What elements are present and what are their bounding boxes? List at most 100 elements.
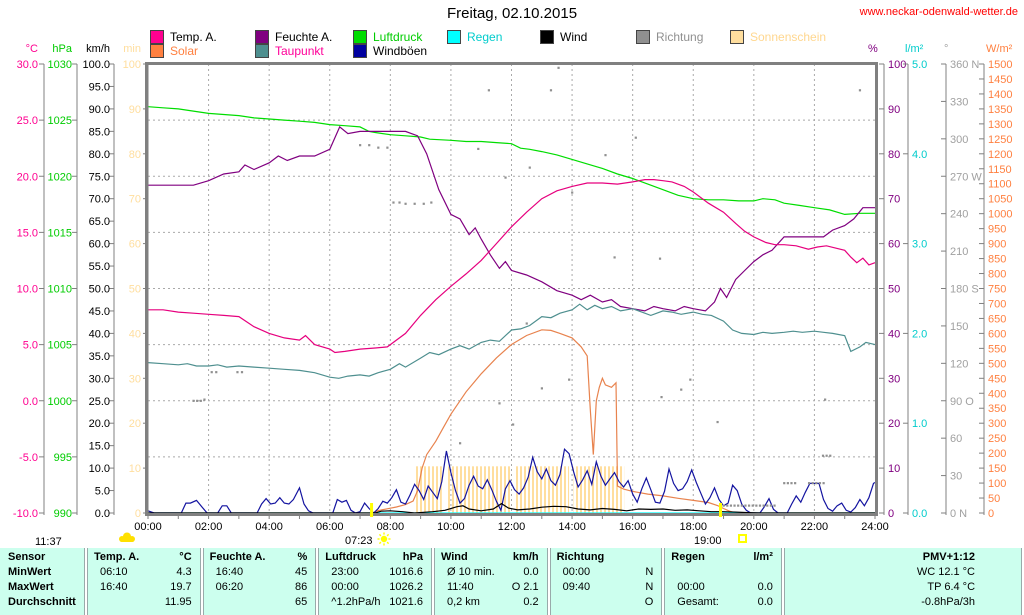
y-axis-label-°C: 25.0 [17,115,38,127]
legend-item-temp-a-: Temp. A. [150,29,217,44]
y-axis-label-W/m²: 1150 [988,164,1012,176]
y-axis-unit-km/h: km/h [86,43,110,55]
x-axis-label: 00:00 [134,521,162,533]
table-cell-value: 0.2 [523,596,539,608]
series-richtung-dot [368,144,371,147]
series-richtung-dot [512,423,515,426]
website-link[interactable]: www.neckar-odenwald-wetter.de [859,6,1018,18]
series-richtung-dot [192,399,195,402]
current-time-cloud-icon [119,532,135,542]
series-luftdruck-line [147,106,875,216]
y-axis-label-km/h: 10.0 [89,463,110,475]
table-header-row: Temp. A. °C [88,550,200,565]
y-axis-label-km/h: 60.0 [89,239,110,251]
y-axis-label-W/m²: 1400 [988,89,1012,101]
x-axis-label: 24:00 [861,521,889,533]
y-axis-label-°: 120 [950,358,968,370]
series-richtung-dot [658,257,662,260]
table-cell-value: 1021.6 [389,596,423,608]
series-richtung-dot [733,504,736,507]
legend-label: Wind [560,29,588,44]
legend-swatch-icon [255,43,269,58]
y-axis-label-%: 100 [888,59,906,71]
series-richtung-dot [680,388,683,391]
table-cell-label: MaxWert [8,581,54,593]
x-axis-label: 14:00 [558,521,586,533]
series-richtung-dot [815,482,818,485]
x-axis-label: 18:00 [679,521,707,533]
y-axis-label-km/h: 30.0 [89,373,110,385]
series-temp-a--line [148,179,876,354]
series-richtung-dot [740,504,743,507]
y-axis-unit-°: ° [944,43,948,55]
series-richtung-dot [825,454,828,457]
y-axis-label-km/h: 95.0 [89,81,110,93]
y-axis-unit-l/m²: l/m² [905,43,924,55]
plot-border-bottom [145,513,878,516]
x-axis-label: 22:00 [801,521,829,533]
series-richtung-dot [549,89,553,92]
series-richtung-dot [210,371,213,374]
table-cell-label: PMV+1:12 [922,551,976,563]
table-cell-label: Richtung [556,551,605,563]
series-richtung-dot [786,482,789,485]
table-cell-value: 86 [295,581,308,593]
x-axis-label: 20:00 [740,521,768,533]
y-axis-label-W/m²: 1050 [988,194,1012,206]
plot-border-right [875,62,878,516]
y-axis-label-W/m²: 1450 [988,74,1012,86]
y-axis-label-km/h: 65.0 [89,216,110,228]
table-cell-label: ^1.2hPa/h [331,596,381,608]
y-axis-label-°: 300 [950,134,968,146]
table-row: Ø 10 min. 0.0 [435,565,547,580]
y-axis-label-°: 150 [950,321,968,333]
series-feuchte-a--line [148,125,875,312]
table-cell-value: 45 [295,566,308,578]
table-cell-label: 16:40 [99,581,128,593]
table-header-row: Feuchte A.% [204,550,316,565]
sun-ray [378,541,382,545]
series-richtung-dot [818,482,822,485]
series-richtung-dot [722,504,725,507]
y-axis-label-l/m²: 3.0 [912,239,927,251]
series-richtung-dot [790,482,793,485]
series-richtung-dot [525,322,528,325]
table-column-pmv-1-12: PMV+1:12 WC 12.1 °C TP 6.4 °C -0.8hPa/3h [783,548,1023,615]
table-row: 16:40 19.7 [88,580,200,595]
stats-table: Sensor MinWert MaxWert Durchschnitt Temp. A.… [0,548,1024,615]
y-axis-label-min: 80 [129,149,141,161]
table-cell-label: Regen [671,551,705,563]
table-cell-label: Durchschnitt [8,596,76,608]
table-cell-label: 23:00 [331,566,359,578]
series-richtung-dot [744,504,747,507]
legend-swatch-icon [540,29,554,44]
series-richtung-dot [359,144,362,147]
series-richtung-dot [386,146,389,149]
y-axis-label-W/m²: 700 [988,298,1006,310]
y-axis-label-W/m²: 950 [988,224,1006,236]
y-axis-label-hPa: 1030 [48,59,72,71]
legend-label: Regen [467,29,503,44]
table-cell-value: O [644,596,654,608]
table-cell-label: 00:00 [677,581,705,593]
y-axis-label-W/m²: 0 [988,508,994,520]
series-richtung-dot [634,136,637,139]
series-richtung-dot [807,482,811,485]
y-axis-label-W/m²: 350 [988,403,1006,415]
y-axis-unit-min: min [123,43,141,55]
y-axis-label-min: 20 [129,418,141,430]
y-axis-label-km/h: 100.0 [82,59,110,71]
legend-item-richtung: Richtung [636,29,703,44]
y-axis-label-W/m²: 1200 [988,149,1012,161]
table-cell-value: N [645,581,654,593]
legend-swatch-icon [353,29,367,44]
series-richtung-dot [413,202,416,205]
y-axis-label-W/m²: 900 [988,239,1006,251]
series-richtung-dot [398,201,401,204]
series-richtung-dot [755,504,758,507]
y-axis-label-l/m²: 5.0 [912,59,927,71]
y-axis-label-hPa: 1010 [48,284,72,296]
sunrise-icon [377,532,391,546]
table-cell-label: 06:20 [215,581,244,593]
series-richtung-dot [604,154,607,157]
